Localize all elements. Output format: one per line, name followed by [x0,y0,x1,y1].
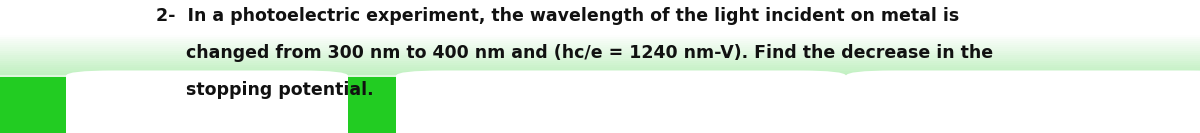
Bar [0,57,1200,61]
FancyBboxPatch shape [396,70,846,133]
Bar [0,51,1200,55]
Bar [0,63,1200,67]
Bar [0,35,1200,39]
Bar [0,73,1200,77]
FancyBboxPatch shape [66,70,348,133]
Bar [0,69,1200,73]
Bar [0,65,1200,69]
Bar [0,53,1200,57]
Bar [0,49,1200,53]
Bar [0,45,1200,49]
Bar [0,59,1200,63]
Text: 2-  In a photoelectric experiment, the wavelength of the light incident on metal: 2- In a photoelectric experiment, the wa… [156,7,959,25]
Bar [0,41,1200,45]
Text: changed from 300 nm to 400 nm and (hc/e = 1240 nm-V). Find the decrease in the: changed from 300 nm to 400 nm and (hc/e … [156,44,994,62]
Bar [0,39,1200,43]
Bar [0,43,1200,47]
Bar [0,77,1200,133]
Bar [0,61,1200,65]
Bar [0,67,1200,71]
FancyBboxPatch shape [846,70,1200,133]
Bar [0,47,1200,51]
Text: stopping potential.: stopping potential. [156,81,373,99]
Bar [0,71,1200,75]
Bar [0,37,1200,41]
Bar [0,55,1200,59]
